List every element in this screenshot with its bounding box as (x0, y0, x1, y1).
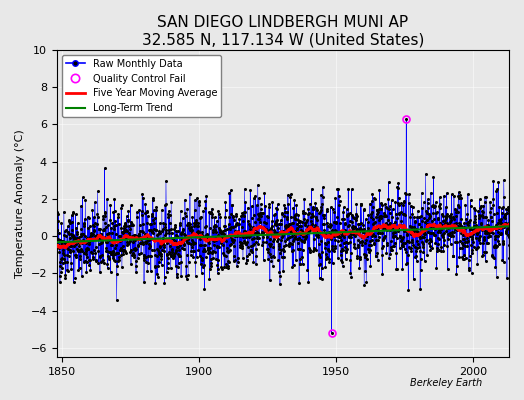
Text: Berkeley Earth: Berkeley Earth (410, 378, 482, 388)
Title: SAN DIEGO LINDBERGH MUNI AP
32.585 N, 117.134 W (United States): SAN DIEGO LINDBERGH MUNI AP 32.585 N, 11… (141, 15, 424, 47)
Y-axis label: Temperature Anomaly (°C): Temperature Anomaly (°C) (15, 129, 25, 278)
Legend: Raw Monthly Data, Quality Control Fail, Five Year Moving Average, Long-Term Tren: Raw Monthly Data, Quality Control Fail, … (62, 55, 221, 117)
